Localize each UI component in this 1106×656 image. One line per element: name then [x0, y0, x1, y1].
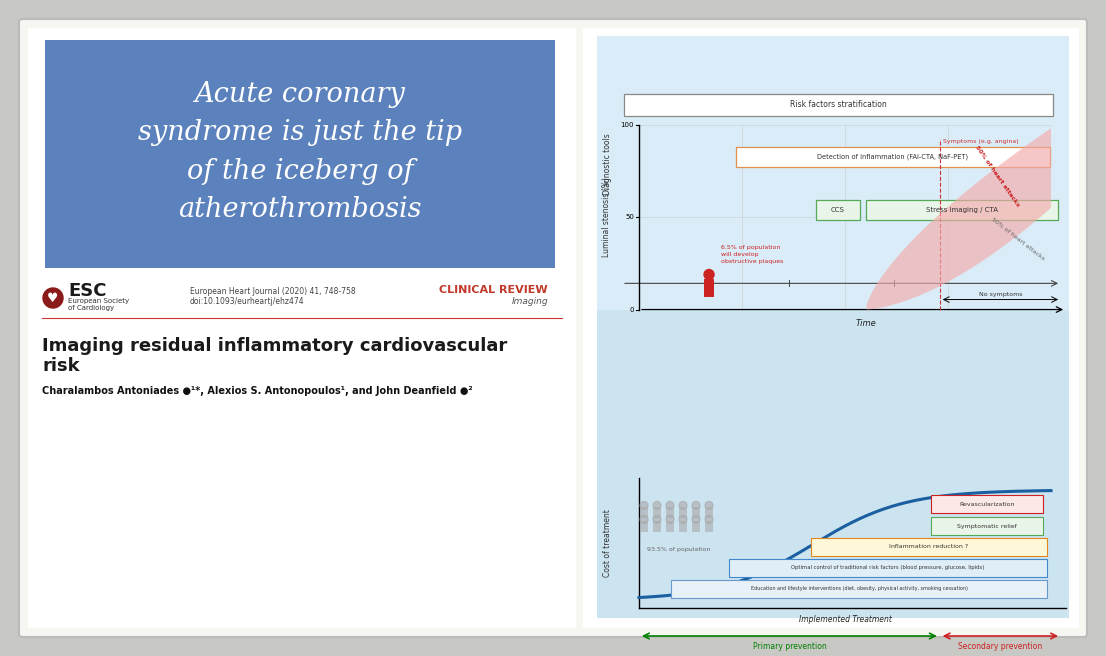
Circle shape [679, 501, 687, 510]
Text: 50: 50 [625, 214, 634, 220]
FancyBboxPatch shape [866, 199, 1058, 220]
Circle shape [666, 516, 674, 523]
FancyBboxPatch shape [640, 507, 648, 518]
Circle shape [640, 516, 648, 523]
Text: Symptomatic relief: Symptomatic relief [957, 523, 1016, 529]
Text: Charalambos Antoniades ●¹*, Alexios S. Antonopoulos¹, and John Deanfield ●²: Charalambos Antoniades ●¹*, Alexios S. A… [42, 386, 472, 396]
Text: Primary prevention: Primary prevention [752, 642, 826, 651]
Text: ESC: ESC [67, 282, 106, 300]
FancyBboxPatch shape [597, 36, 1070, 310]
FancyBboxPatch shape [624, 94, 1053, 116]
FancyBboxPatch shape [811, 538, 1047, 556]
Text: Diagnostic tools: Diagnostic tools [603, 133, 612, 195]
Text: doi:10.1093/eurheartj/ehz474: doi:10.1093/eurheartj/ehz474 [190, 297, 304, 306]
FancyBboxPatch shape [705, 279, 714, 297]
Text: of Cardiology: of Cardiology [67, 305, 114, 311]
FancyBboxPatch shape [666, 522, 674, 533]
FancyBboxPatch shape [653, 507, 661, 518]
Polygon shape [867, 128, 1051, 310]
FancyBboxPatch shape [583, 28, 1079, 628]
Text: Stress imaging / CTA: Stress imaging / CTA [926, 207, 998, 213]
FancyBboxPatch shape [666, 507, 674, 518]
FancyBboxPatch shape [28, 28, 576, 628]
FancyBboxPatch shape [735, 147, 1050, 167]
Text: Risk factors stratification: Risk factors stratification [790, 100, 887, 110]
Text: Cost of treatment: Cost of treatment [603, 509, 612, 577]
Text: 50% of heart attacks: 50% of heart attacks [974, 145, 1021, 208]
FancyBboxPatch shape [653, 522, 661, 533]
Circle shape [653, 516, 661, 523]
FancyBboxPatch shape [705, 507, 713, 518]
Text: 93.5% of population: 93.5% of population [647, 547, 710, 552]
Text: European Heart Journal (2020) 41, 748-758: European Heart Journal (2020) 41, 748-75… [190, 287, 356, 295]
FancyBboxPatch shape [671, 579, 1047, 598]
Text: ♥: ♥ [48, 291, 59, 304]
Text: 6.5% of population
will develop
obstructive plaques: 6.5% of population will develop obstruct… [721, 245, 783, 264]
Circle shape [705, 516, 713, 523]
FancyBboxPatch shape [679, 507, 687, 518]
Circle shape [692, 516, 700, 523]
FancyBboxPatch shape [816, 199, 860, 220]
FancyBboxPatch shape [930, 495, 1043, 513]
Circle shape [679, 516, 687, 523]
Text: Symptoms (e.g. angina): Symptoms (e.g. angina) [942, 139, 1019, 144]
Text: CLINICAL REVIEW: CLINICAL REVIEW [439, 285, 547, 295]
Circle shape [666, 501, 674, 510]
Text: No symptoms: No symptoms [979, 291, 1022, 297]
FancyBboxPatch shape [692, 522, 700, 533]
FancyBboxPatch shape [705, 522, 713, 533]
FancyBboxPatch shape [729, 559, 1047, 577]
Circle shape [705, 501, 713, 510]
Text: 0: 0 [629, 306, 634, 312]
Text: Detection of inflammation (FAI-CTA, NaF-PET): Detection of inflammation (FAI-CTA, NaF-… [817, 154, 969, 161]
Text: 50% of heart attacks: 50% of heart attacks [991, 217, 1045, 262]
FancyBboxPatch shape [45, 40, 555, 268]
Circle shape [653, 501, 661, 510]
Circle shape [640, 501, 648, 510]
FancyBboxPatch shape [692, 507, 700, 518]
FancyBboxPatch shape [930, 517, 1043, 535]
Text: Implemented Treatment: Implemented Treatment [799, 615, 891, 625]
FancyBboxPatch shape [679, 522, 687, 533]
Text: Imaging residual inflammatory cardiovascular: Imaging residual inflammatory cardiovasc… [42, 337, 508, 355]
Text: Time: Time [855, 319, 876, 327]
FancyBboxPatch shape [19, 19, 1087, 637]
Text: Imaging: Imaging [511, 297, 547, 306]
Text: Acute coronary
syndrome is just the tip
of the iceberg of
atherothrombosis: Acute coronary syndrome is just the tip … [138, 81, 462, 223]
Circle shape [705, 270, 714, 279]
Text: CCS: CCS [831, 207, 845, 213]
FancyBboxPatch shape [640, 522, 648, 533]
FancyBboxPatch shape [597, 36, 1070, 618]
Circle shape [43, 288, 63, 308]
Text: Secondary prevention: Secondary prevention [958, 642, 1043, 651]
Text: 100: 100 [620, 121, 634, 127]
Text: Optimal control of traditional risk factors (blood pressure, glucose, lipids): Optimal control of traditional risk fact… [791, 565, 984, 570]
Text: risk: risk [42, 357, 80, 375]
Text: Revascularization: Revascularization [959, 501, 1014, 506]
Text: European Society: European Society [67, 298, 129, 304]
Text: Education and lifestyle interventions (diet, obesity, physical activity, smoking: Education and lifestyle interventions (d… [751, 586, 968, 591]
Circle shape [692, 501, 700, 510]
Text: Luminal stenosis (%): Luminal stenosis (%) [603, 177, 612, 257]
Text: Inflammation reduction ?: Inflammation reduction ? [889, 544, 969, 550]
